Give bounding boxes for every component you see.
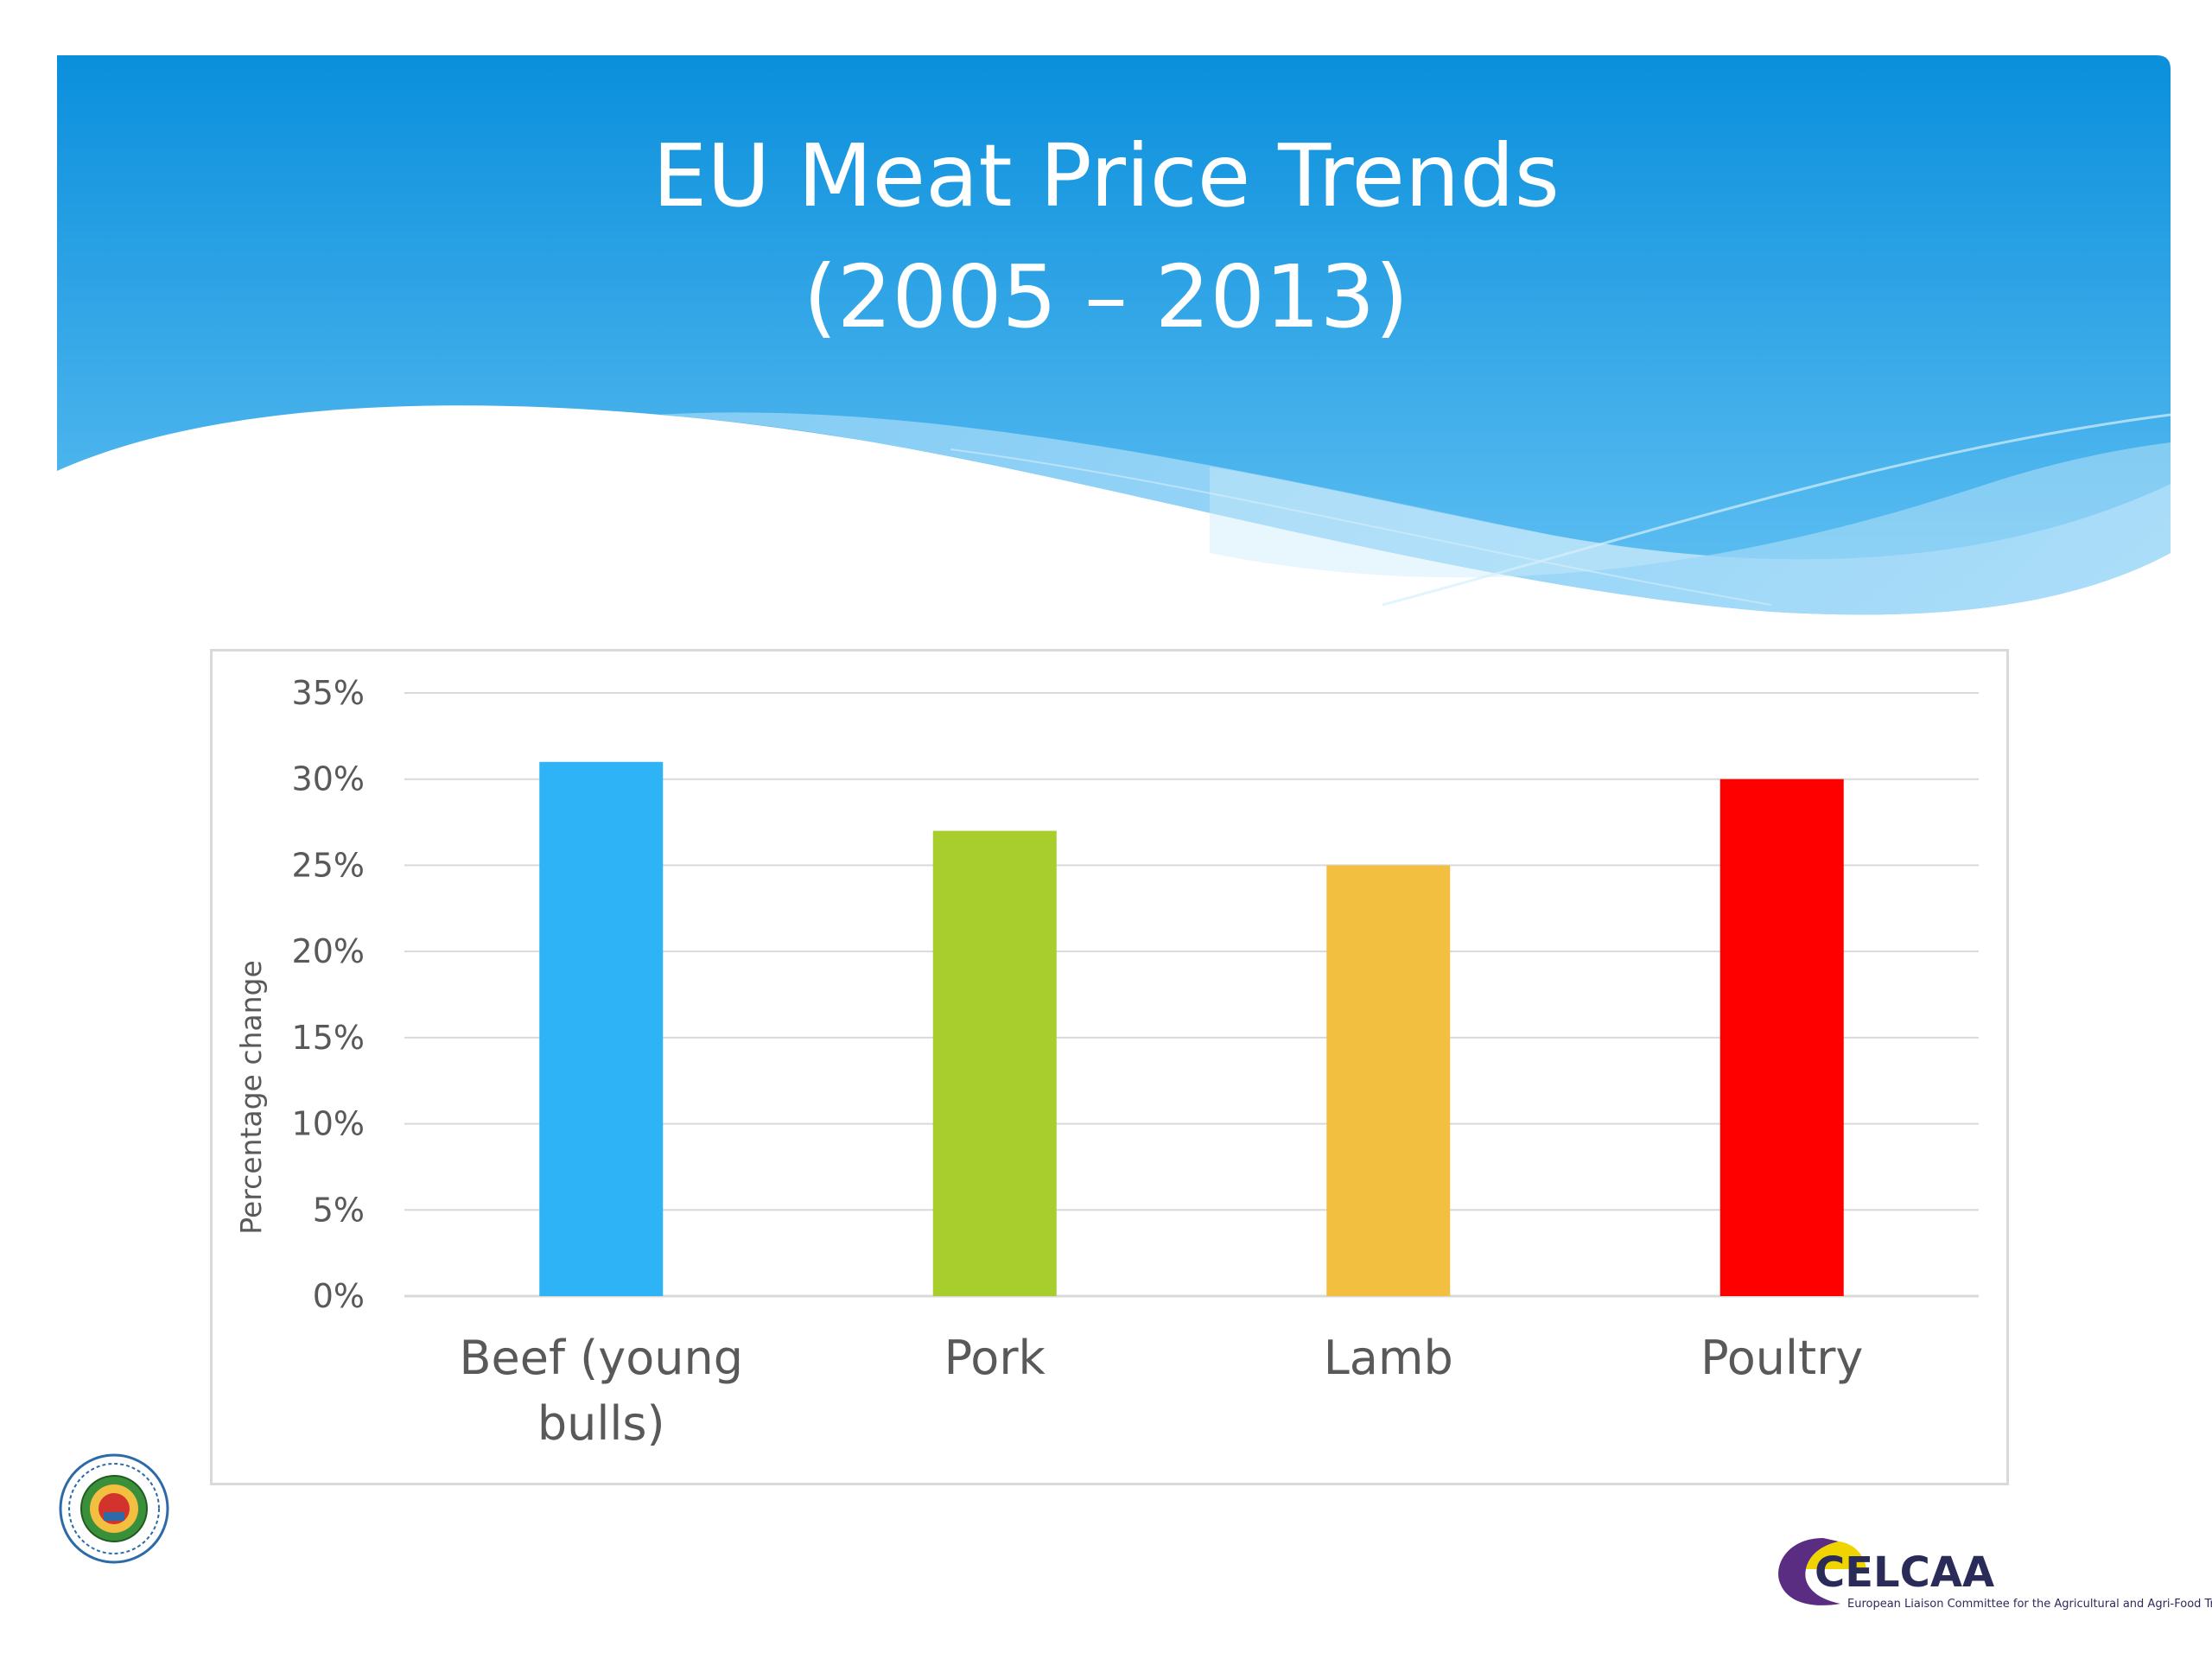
chart-frame: 0% 5% 10% 15% 20% 25% 30% 35% Beef (young bulls)… [210,649,2009,1485]
meat-trade-association-seal-icon [59,1453,169,1564]
x-category-label: Pork [944,1331,1046,1385]
title-banner [57,55,2171,615]
y-tick-label: 35% [292,674,365,712]
x-axis-labels: Beef (young bulls) Pork Lamb Poultry [460,1331,1864,1451]
celcaa-logo-text: CELCAA [1815,1548,1994,1597]
slide-title-line-1: EU Meat Price Trends [652,125,1560,226]
bar-chart: 0% 5% 10% 15% 20% 25% 30% 35% Beef (young bulls)… [234,674,1979,1451]
bars [539,761,1844,1296]
celcaa-logo: CELCAA European Liaison Committee for th… [1778,1538,2212,1611]
y-tick-label: 0% [313,1277,365,1315]
bar-pork [932,830,1057,1296]
x-category-label: Beef (young bulls) [460,1331,743,1451]
y-axis-label: Percentage change [234,960,268,1235]
x-category-label: Poultry [1700,1331,1863,1385]
bar-poultry [1719,779,1844,1296]
y-tick-label: 20% [292,932,365,970]
y-tick-label: 30% [292,760,365,798]
bar-beef-young-bulls [539,761,664,1296]
y-tick-label: 10% [292,1105,365,1143]
slide-title-line-2: (2005 – 2013) [803,246,1409,347]
celcaa-logo-subtitle: European Liaison Committee for the Agric… [1847,1598,2212,1611]
bar-lamb [1326,865,1451,1296]
y-axis-ticks: 0% 5% 10% 15% 20% 25% 30% 35% [292,674,365,1315]
y-tick-label: 15% [292,1019,365,1057]
gridlines [404,692,1979,1298]
y-tick-label: 25% [292,846,365,884]
y-tick-label: 5% [313,1191,365,1229]
x-category-label: Lamb [1324,1331,1453,1385]
